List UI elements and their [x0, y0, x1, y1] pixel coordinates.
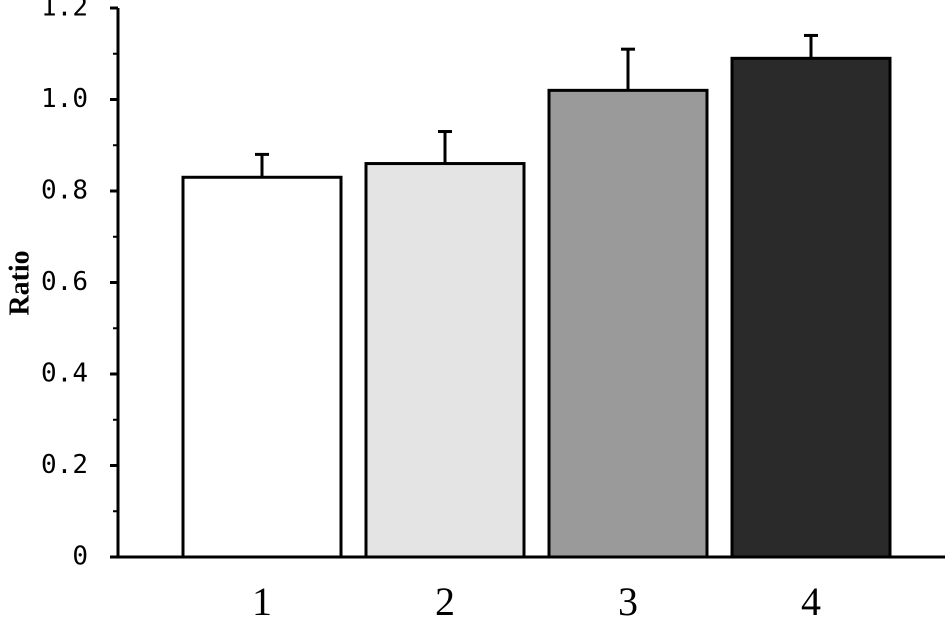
x-tick-label: 2 — [435, 579, 455, 622]
y-axis-label: Ratio — [4, 250, 35, 315]
bar — [181, 175, 343, 559]
bar — [547, 88, 709, 559]
y-tick-label: 0.8 — [41, 176, 88, 206]
y-tick-label: 0.4 — [41, 359, 88, 389]
bar — [730, 56, 892, 559]
bar — [364, 162, 526, 559]
x-tick-label: 3 — [618, 579, 638, 622]
y-tick-label: 1.2 — [41, 0, 88, 23]
y-tick-label: 1.0 — [41, 84, 88, 114]
x-tick-label: 1 — [252, 579, 272, 622]
y-tick-label: 0.6 — [41, 267, 88, 297]
y-tick-label: 0.2 — [41, 450, 88, 480]
y-tick-label: 0 — [72, 542, 88, 572]
x-tick-label: 4 — [801, 579, 821, 622]
